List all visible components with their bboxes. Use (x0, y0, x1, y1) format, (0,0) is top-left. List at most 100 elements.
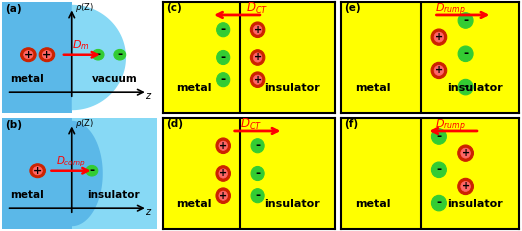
Circle shape (114, 49, 126, 60)
Circle shape (30, 164, 45, 178)
Text: metal: metal (355, 83, 391, 93)
Text: +: + (461, 148, 470, 158)
Circle shape (217, 50, 230, 64)
Circle shape (251, 22, 265, 37)
Bar (2, 118, 72, 229)
Text: (c): (c) (167, 3, 182, 13)
Text: -: - (255, 167, 260, 180)
Text: (e): (e) (345, 3, 361, 13)
Text: (d): (d) (167, 119, 183, 129)
Circle shape (431, 162, 446, 178)
Circle shape (431, 62, 447, 79)
Text: insulator: insulator (87, 191, 140, 201)
Text: -: - (436, 163, 442, 176)
Polygon shape (72, 118, 103, 226)
Circle shape (431, 195, 446, 211)
Text: +: + (219, 191, 227, 201)
Circle shape (219, 141, 228, 150)
Text: -: - (463, 80, 468, 93)
Text: $D_{comp}$: $D_{comp}$ (56, 154, 86, 169)
Circle shape (458, 79, 473, 95)
Circle shape (434, 32, 444, 42)
Bar (72, 118, 157, 229)
Circle shape (33, 167, 42, 175)
Text: -: - (255, 189, 260, 202)
Text: +: + (435, 32, 443, 42)
Text: z: z (145, 91, 150, 101)
Circle shape (216, 188, 230, 204)
Text: +: + (219, 141, 227, 151)
Text: $\rho$(Z): $\rho$(Z) (75, 1, 94, 14)
Text: $D_{rump}$: $D_{rump}$ (435, 118, 466, 134)
Text: insulator: insulator (264, 199, 320, 209)
Circle shape (39, 48, 55, 62)
Text: -: - (117, 48, 122, 61)
Circle shape (251, 139, 264, 153)
Circle shape (20, 48, 36, 62)
Circle shape (431, 29, 447, 45)
Circle shape (251, 72, 265, 88)
Text: -: - (255, 139, 260, 152)
Circle shape (461, 182, 470, 191)
Text: metal: metal (176, 199, 212, 209)
Text: -: - (221, 23, 226, 36)
Text: (a): (a) (5, 4, 22, 14)
Text: metal: metal (176, 83, 212, 93)
Circle shape (253, 53, 262, 62)
Text: (f): (f) (345, 119, 359, 129)
Text: -: - (463, 47, 468, 60)
Circle shape (92, 49, 104, 60)
Text: +: + (461, 181, 470, 191)
Text: +: + (33, 166, 42, 176)
Circle shape (219, 169, 228, 178)
Circle shape (86, 165, 98, 176)
Circle shape (251, 50, 265, 65)
Text: -: - (96, 48, 101, 61)
Text: -: - (436, 196, 442, 209)
Circle shape (219, 191, 228, 200)
Text: -: - (221, 51, 226, 64)
Bar (2, 2, 72, 113)
Circle shape (458, 46, 473, 62)
Text: +: + (435, 65, 443, 76)
Text: metal: metal (10, 191, 43, 201)
Text: metal: metal (355, 199, 391, 209)
Circle shape (42, 51, 52, 59)
Text: +: + (254, 52, 262, 63)
Text: +: + (219, 168, 227, 179)
Circle shape (251, 189, 264, 203)
Circle shape (253, 25, 262, 34)
Circle shape (251, 167, 264, 181)
Circle shape (458, 145, 473, 161)
Text: -: - (221, 73, 226, 86)
Text: insulator: insulator (447, 83, 502, 93)
Text: $D_m$: $D_m$ (72, 38, 89, 52)
Text: z: z (145, 207, 150, 217)
Circle shape (431, 129, 446, 144)
Text: -: - (463, 14, 468, 27)
Text: -: - (436, 130, 442, 143)
Circle shape (253, 75, 262, 84)
Circle shape (217, 23, 230, 37)
Circle shape (216, 138, 230, 154)
Text: metal: metal (10, 74, 43, 85)
Circle shape (216, 166, 230, 181)
Text: -: - (89, 164, 94, 177)
Text: $\rho$(Z): $\rho$(Z) (75, 117, 94, 130)
Circle shape (434, 65, 444, 76)
Text: +: + (254, 75, 262, 85)
Text: $D_{CT}$: $D_{CT}$ (241, 117, 263, 132)
Text: $D_{rump}$: $D_{rump}$ (435, 2, 466, 18)
Circle shape (23, 51, 33, 59)
Text: +: + (254, 25, 262, 35)
Text: +: + (23, 50, 33, 60)
Circle shape (458, 13, 473, 28)
Circle shape (217, 73, 230, 87)
Text: (b): (b) (5, 120, 22, 130)
Text: vacuum: vacuum (92, 74, 138, 85)
Circle shape (461, 148, 470, 158)
Text: insulator: insulator (264, 83, 320, 93)
Circle shape (458, 178, 473, 195)
Text: $D_{CT}$: $D_{CT}$ (245, 1, 268, 16)
Text: +: + (42, 50, 52, 60)
